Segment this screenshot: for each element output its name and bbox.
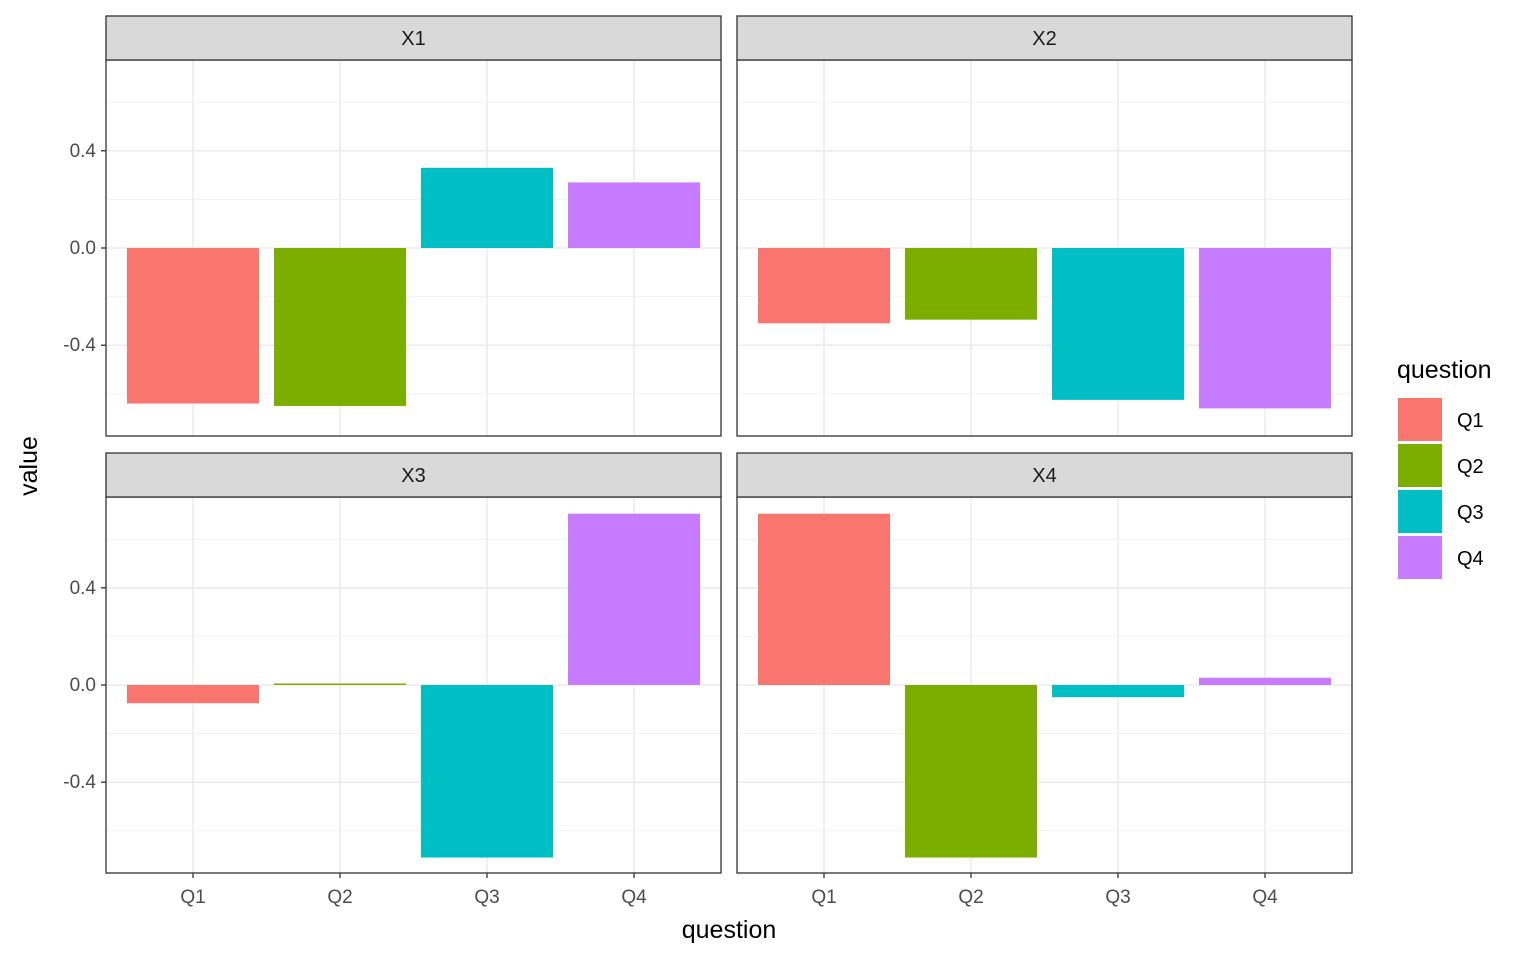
y-tick-label: 0.0 [70,238,96,259]
legend-swatch-q2 [1398,444,1442,487]
x-axis-ticks: Q1 Q2 Q3 Q4 Q1 Q2 Q3 Q4 [180,873,1278,908]
legend-swatch-q1 [1398,398,1442,441]
bar-x1-q2 [274,248,406,406]
legend-swatch-q4 [1398,536,1442,579]
legend-label-q4: Q4 [1457,548,1484,570]
x-tick-label: Q4 [621,887,647,908]
legend-title: question [1397,356,1492,384]
legend: question Q1 Q2 Q3 Q4 [1397,356,1492,579]
x-tick-label: Q4 [1252,887,1278,908]
y-axis-ticks: -0.4 0.0 0.4 -0.4 0.0 0.4 [63,141,106,793]
facet-panel-x1: X1 [105,15,722,437]
facet-strip [105,15,722,61]
bar-x3-q1 [127,685,259,704]
x-tick-label: Q3 [1105,887,1130,908]
bar-x4-q4 [1199,677,1331,685]
bar-x1-q1 [127,248,259,404]
facet-strip-label: X4 [1032,465,1056,487]
facet-strip [736,15,1353,61]
y-tick-label: 0.4 [70,578,97,599]
bar-x4-q2 [905,685,1037,858]
facet-strip-label: X2 [1032,28,1056,50]
facet-panels: X1 X2 X3 X4 [105,15,1353,874]
facet-strip-label: X3 [401,465,425,487]
y-tick-label: -0.4 [63,772,96,793]
bar-x3-q3 [421,685,553,858]
bar-x2-q1 [758,248,890,324]
y-tick-label: -0.4 [63,335,96,356]
bar-x3-q4 [568,513,700,685]
legend-label-q3: Q3 [1457,502,1484,524]
x-tick-label: Q2 [958,887,983,908]
facet-panel-x2: X2 [736,15,1353,437]
facet-strip-label: X1 [401,28,425,50]
legend-swatch-q3 [1398,490,1442,533]
facet-strip [736,452,1353,498]
facet-strip [105,452,722,498]
bar-x1-q4 [568,182,700,248]
y-tick-label: 0.0 [70,675,96,696]
bar-x2-q4 [1199,248,1331,409]
bar-x3-q2 [274,683,406,685]
x-tick-label: Q1 [811,887,836,908]
x-tick-label: Q2 [327,887,352,908]
legend-label-q2: Q2 [1457,456,1484,478]
bar-x1-q3 [421,167,553,248]
x-axis-title: question [682,916,777,944]
x-tick-label: Q1 [180,887,205,908]
bar-x2-q3 [1052,248,1184,400]
facet-panel-x4: X4 [736,452,1353,874]
bar-x2-q2 [905,248,1037,320]
y-tick-label: 0.4 [70,141,97,162]
x-tick-label: Q3 [474,887,499,908]
legend-label-q1: Q1 [1457,410,1484,432]
bar-x4-q3 [1052,685,1184,698]
facet-panel-x3: X3 [105,452,722,874]
y-axis-title: value [15,436,43,496]
bar-x4-q1 [758,513,890,685]
